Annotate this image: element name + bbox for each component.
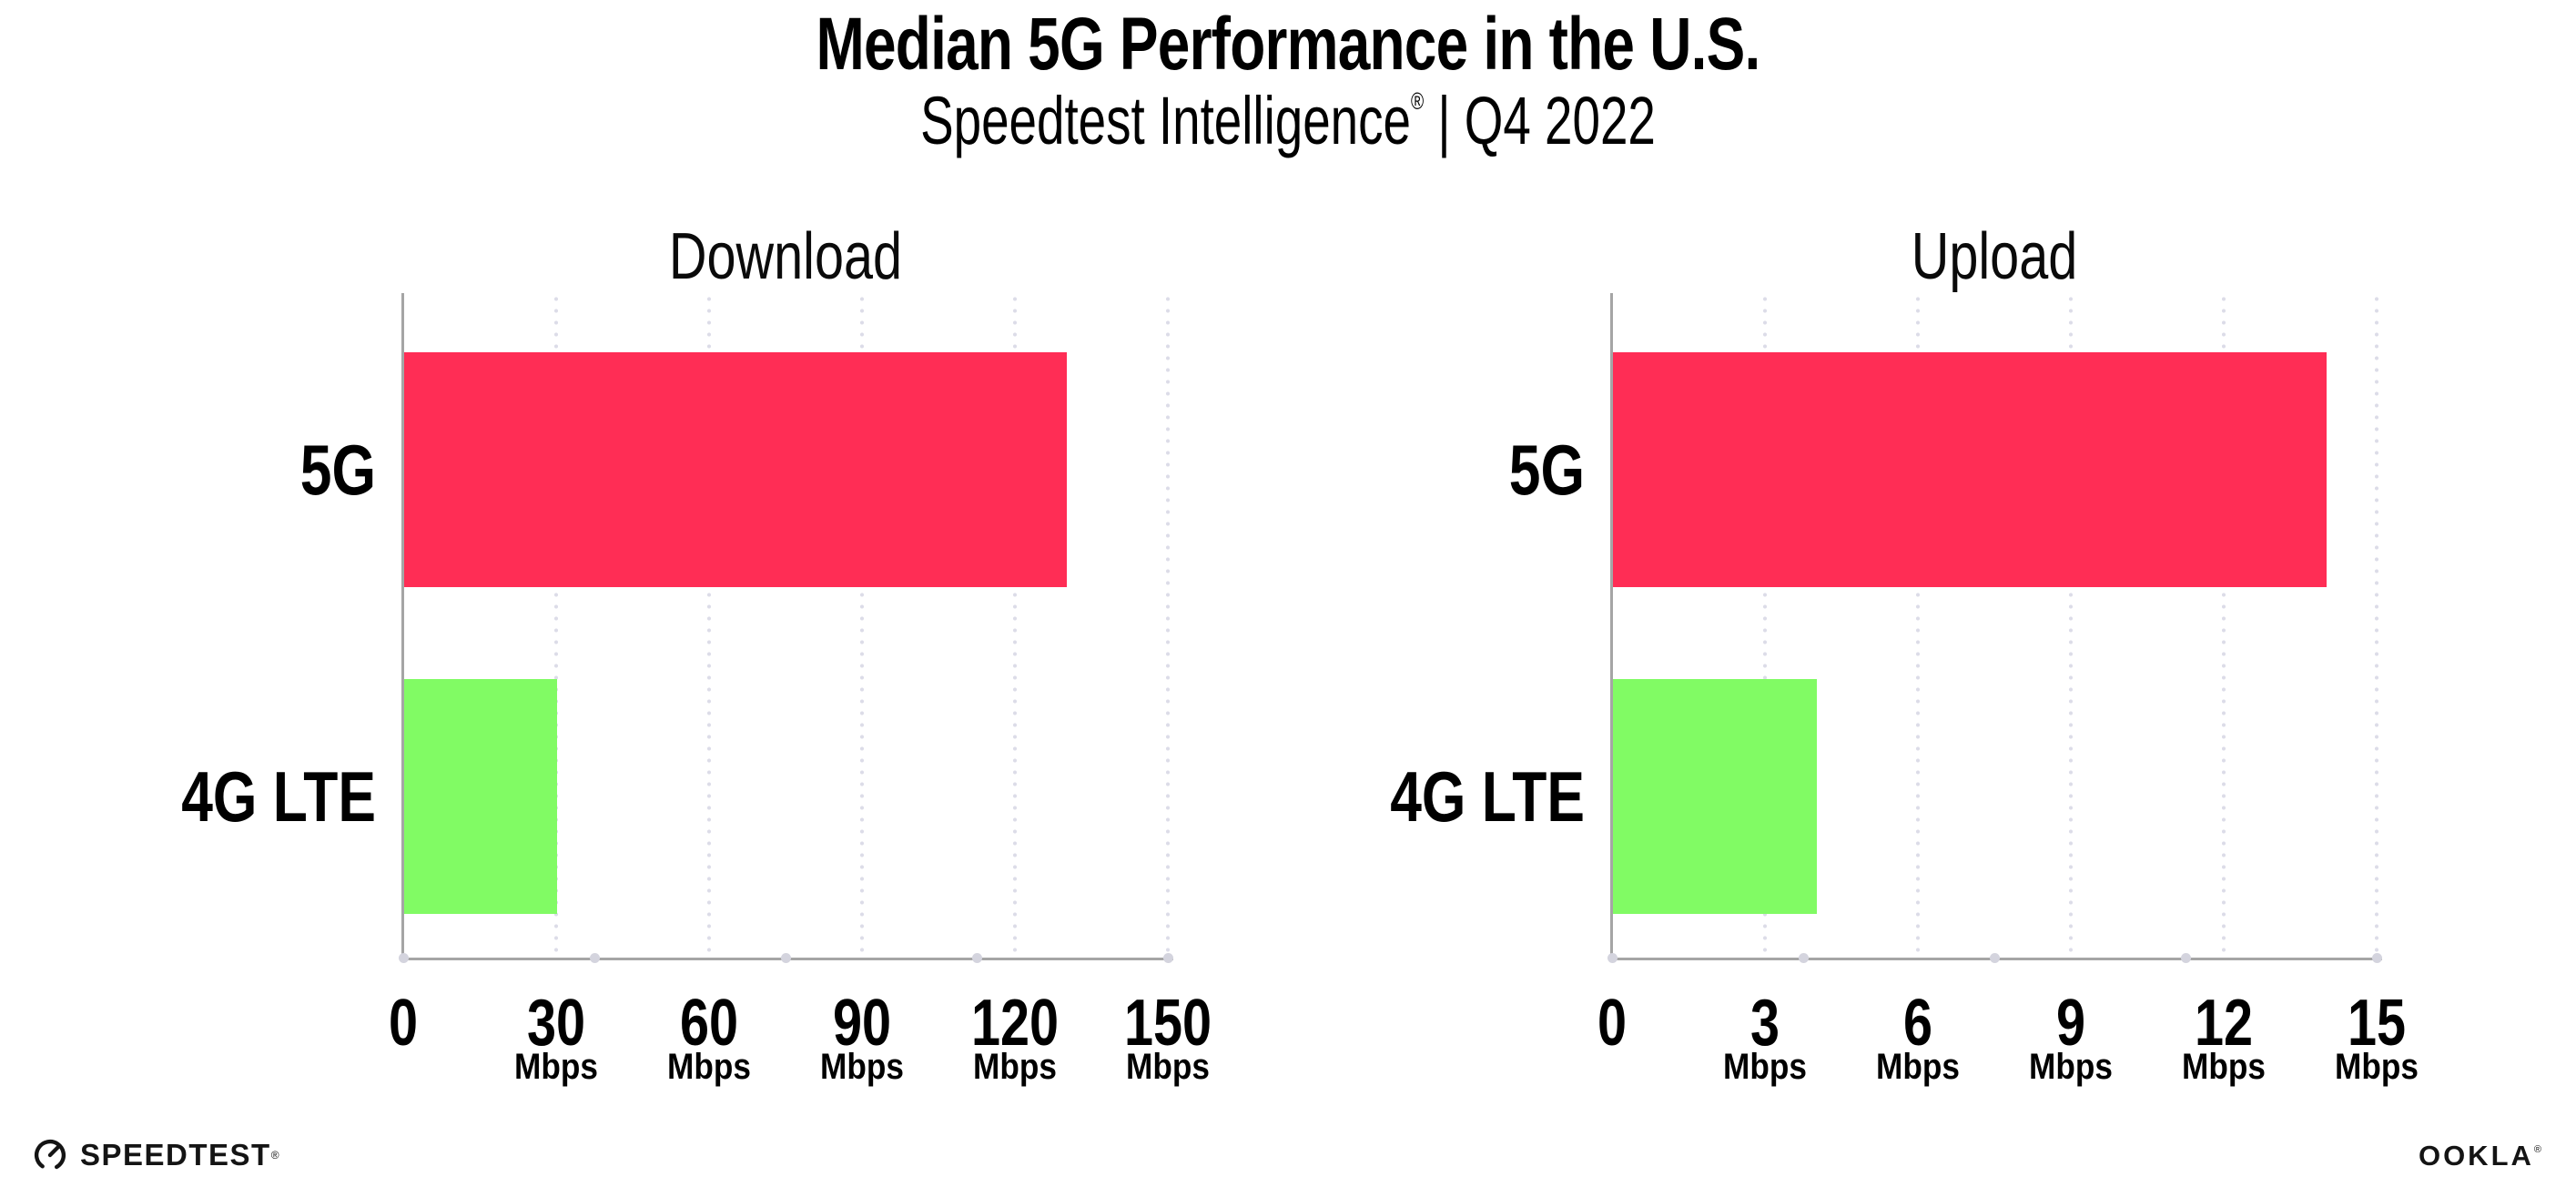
speedtest-gauge-icon bbox=[34, 1139, 66, 1172]
tick-label-download-90: 90 bbox=[832, 987, 892, 1060]
tick-unit-upload-12: Mbps bbox=[2182, 1047, 2266, 1087]
bar-5g-download bbox=[404, 352, 1067, 587]
speedtest-registered-icon: ® bbox=[270, 1149, 279, 1161]
axis-tick-dot bbox=[1163, 953, 1173, 963]
axis-tick-dot bbox=[2181, 953, 2191, 963]
gridline-upload-15 bbox=[2375, 293, 2378, 959]
subtitle-brand: Speedtest Intelligence bbox=[920, 83, 1411, 158]
registered-mark-icon: ® bbox=[1410, 87, 1425, 115]
tick-unit-upload-3: Mbps bbox=[1723, 1047, 1807, 1087]
gridline-download-60 bbox=[707, 293, 711, 959]
tick-unit-download-90: Mbps bbox=[820, 1047, 904, 1087]
tick-unit-upload-6: Mbps bbox=[1876, 1047, 1960, 1087]
axis-tick-dot bbox=[590, 953, 600, 963]
y-axis-upload bbox=[1610, 293, 1613, 960]
tick-label-upload-15: 15 bbox=[2347, 987, 2407, 1060]
gridline-upload-3 bbox=[1763, 293, 1767, 959]
tick-unit-download-150: Mbps bbox=[1126, 1047, 1210, 1087]
gridline-download-150 bbox=[1166, 293, 1170, 959]
page-subtitle: Speedtest Intelligence® | Q4 2022 bbox=[335, 86, 2241, 157]
axis-tick-dot bbox=[1990, 953, 2000, 963]
tick-unit-upload-9: Mbps bbox=[2029, 1047, 2113, 1087]
bar-5g-upload bbox=[1613, 352, 2327, 587]
gridline-upload-6 bbox=[1916, 293, 1920, 959]
y-axis-download bbox=[401, 293, 404, 960]
speedtest-wordmark: SPEEDTEST bbox=[80, 1138, 271, 1172]
axis-tick-dot bbox=[1799, 953, 1809, 963]
tick-label-download-0: 0 bbox=[388, 987, 419, 1060]
ookla-registered-icon: ® bbox=[2533, 1144, 2541, 1155]
chart-title-download: Download bbox=[668, 220, 903, 293]
axis-tick-dot bbox=[1607, 953, 1618, 963]
tick-label-upload-0: 0 bbox=[1597, 987, 1628, 1060]
speedtest-logo: SPEEDTEST ® bbox=[31, 1136, 279, 1174]
category-label-4g-lte-upload: 4G LTE bbox=[1390, 756, 1585, 837]
bar-4g-lte-upload bbox=[1613, 679, 1817, 914]
tick-label-download-150: 150 bbox=[1123, 987, 1212, 1060]
bar-4g-lte-download bbox=[404, 679, 557, 914]
tick-unit-download-30: Mbps bbox=[514, 1047, 598, 1087]
tick-unit-upload-15: Mbps bbox=[2335, 1047, 2419, 1087]
tick-label-upload-3: 3 bbox=[1749, 987, 1780, 1060]
tick-label-upload-6: 6 bbox=[1902, 987, 1933, 1060]
tick-label-download-30: 30 bbox=[526, 987, 586, 1060]
tick-label-upload-12: 12 bbox=[2194, 987, 2254, 1060]
axis-tick-dot bbox=[399, 953, 409, 963]
page-title: Median 5G Performance in the U.S. bbox=[816, 3, 1761, 86]
tick-label-download-60: 60 bbox=[679, 987, 739, 1060]
tick-label-upload-9: 9 bbox=[2055, 987, 2086, 1060]
subtitle-period: | Q4 2022 bbox=[1424, 83, 1656, 158]
ookla-logo: OOKLA® bbox=[2419, 1140, 2541, 1172]
tick-label-download-120: 120 bbox=[970, 987, 1060, 1060]
category-label-5g-upload: 5G bbox=[1508, 430, 1585, 510]
tick-unit-download-60: Mbps bbox=[667, 1047, 751, 1087]
gridline-download-90 bbox=[860, 293, 864, 959]
chart-title-upload: Upload bbox=[1911, 220, 2078, 293]
gridline-upload-9 bbox=[2069, 293, 2073, 959]
gridline-download-30 bbox=[554, 293, 558, 959]
category-label-5g-download: 5G bbox=[299, 430, 376, 510]
ookla-wordmark: OOKLA bbox=[2418, 1140, 2534, 1172]
category-label-4g-lte-download: 4G LTE bbox=[181, 756, 376, 837]
gridline-download-120 bbox=[1013, 293, 1017, 959]
tick-unit-download-120: Mbps bbox=[973, 1047, 1057, 1087]
axis-tick-dot bbox=[2372, 953, 2382, 963]
axis-tick-dot bbox=[781, 953, 791, 963]
axis-tick-dot bbox=[972, 953, 982, 963]
gridline-upload-12 bbox=[2222, 293, 2226, 959]
